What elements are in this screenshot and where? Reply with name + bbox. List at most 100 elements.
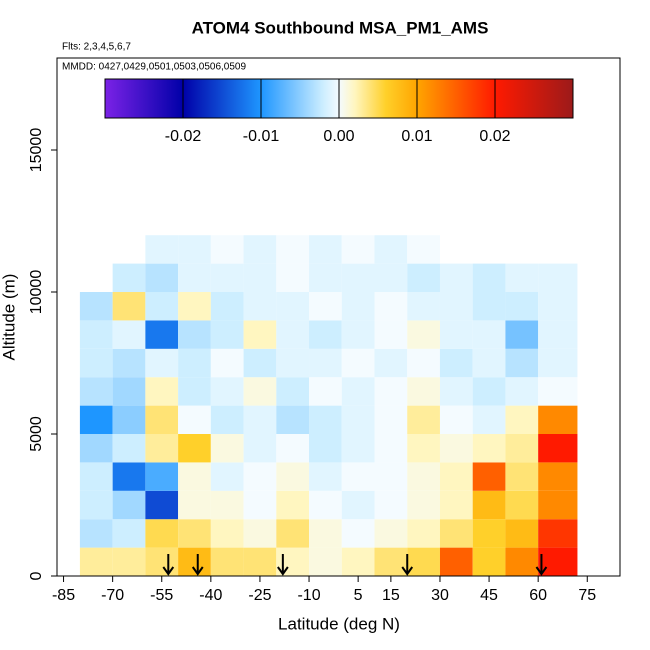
cell [79,547,113,576]
cell [407,462,440,491]
cell [439,519,473,548]
cell [178,348,211,378]
cell [472,462,506,491]
cell [374,348,408,378]
y-tick-label: 15000 [28,128,45,173]
flight-marker [191,554,204,576]
cell [145,320,179,349]
cell [243,462,277,491]
x-tick-label: 15 [382,587,400,604]
cell [79,348,113,378]
cell [309,405,342,435]
cell [276,292,310,321]
colorbar-tick-label: 0.00 [323,128,354,145]
flight-marker [162,554,175,576]
cell [505,320,539,349]
cell [407,519,440,548]
cell [472,490,506,520]
cell [341,490,375,520]
cell [538,519,578,548]
cell [112,405,146,435]
cell [112,490,146,520]
marker-head [162,566,175,576]
x-axis-title: Latitude (deg N) [278,614,400,633]
cell [145,462,179,491]
cell [341,377,375,406]
cell [178,263,211,293]
cell [79,405,113,435]
cell [374,547,408,576]
cell [145,490,179,520]
cell [439,547,473,576]
cell [407,490,440,520]
cell [112,547,146,576]
cell [79,490,113,520]
cell [407,377,440,406]
cell [341,348,375,378]
x-tick-label: 60 [529,587,547,604]
cell [79,462,113,491]
cell [276,434,310,463]
x-tick-label: 5 [354,587,363,604]
cell [112,434,146,463]
cell [276,263,310,293]
cell [505,547,539,576]
cell [210,292,244,321]
cell [341,547,375,576]
cell [243,490,277,520]
marker-head [191,566,204,576]
cell [243,263,277,293]
cell [210,348,244,378]
annotation: MMDD: 0427,0429,0501,0503,0506,0509 [62,62,246,73]
cell [309,235,342,264]
cell [309,292,342,321]
cell [374,292,408,321]
subtitle: Flts: 2,3,4,5,6,7 [62,42,131,53]
cell [210,377,244,406]
cell [145,348,179,378]
cell [505,490,539,520]
cell [439,490,473,520]
cell [178,547,211,576]
cell [472,348,506,378]
cell [210,462,244,491]
cell [276,235,310,264]
cell [145,235,179,264]
cell [243,320,277,349]
cell [79,292,113,321]
cell [309,434,342,463]
x-tick-label: -85 [52,587,75,604]
cell [276,348,310,378]
colorbar-tick-label: -0.01 [243,128,280,145]
marker-head [535,566,548,576]
cell [112,519,146,548]
cell [309,263,342,293]
cell [374,490,408,520]
cell [472,434,506,463]
cell [243,348,277,378]
cell [178,462,211,491]
cell [407,547,440,576]
marker-head [401,566,414,576]
cell [210,263,244,293]
cell [145,547,179,576]
x-tick-label: -55 [150,587,173,604]
cell [374,263,408,293]
cell [178,235,211,264]
cell [341,405,375,435]
cell [210,320,244,349]
cell [112,348,146,378]
cell [341,263,375,293]
cell [341,434,375,463]
cell [210,235,244,264]
cell [505,462,539,491]
cell [538,263,578,293]
flight-marker [401,554,414,576]
cell [407,292,440,321]
cell [538,320,578,349]
cell [374,320,408,349]
cell [178,320,211,349]
cell [374,462,408,491]
cell [276,320,310,349]
